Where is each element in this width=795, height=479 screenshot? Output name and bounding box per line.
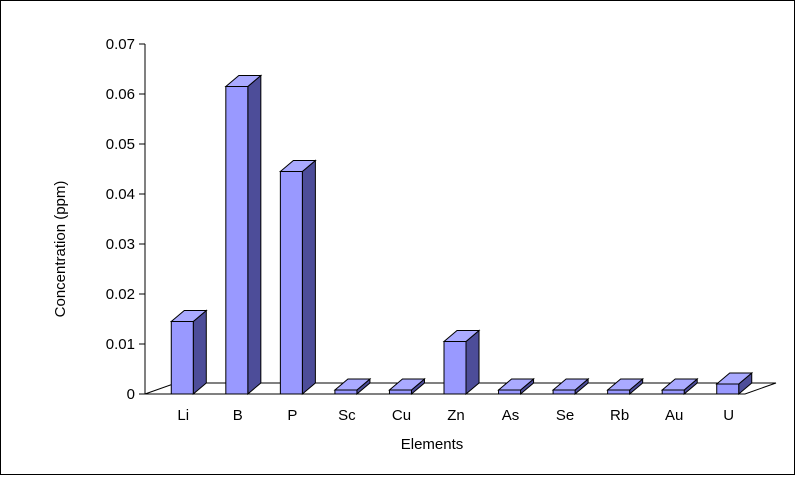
bar-front (225, 86, 249, 395)
y-tick-label: 0.03 (106, 236, 135, 253)
y-tick-label: 0 (127, 386, 135, 403)
bar-front (170, 321, 194, 395)
y-tick-label: 0.06 (106, 86, 135, 103)
x-tick-label: Au (665, 407, 683, 424)
x-tick-label: Sc (338, 407, 356, 424)
bar-u (715, 371, 754, 396)
x-tick-label: U (723, 407, 734, 424)
x-tick-label: Rb (610, 407, 629, 424)
bar-front (443, 341, 467, 395)
bar-side (301, 159, 316, 396)
x-tick-label: Li (177, 407, 189, 424)
bar-front (279, 171, 303, 395)
x-tick-label: B (233, 407, 243, 424)
bar-front (716, 383, 740, 395)
x-tick-label: Zn (447, 407, 465, 424)
bar-au (660, 377, 699, 396)
y-tick-label: 0.02 (106, 286, 135, 303)
y-tick-label: 0.07 (106, 36, 135, 53)
bar-front (388, 389, 412, 395)
bar-li (169, 309, 208, 396)
x-tick-labels: Li B P Sc Cu Zn As Se Rb Au U (177, 407, 734, 424)
y-tick-label: 0.04 (106, 186, 135, 203)
x-tick-label: Cu (392, 407, 411, 424)
x-tick-label: Se (556, 407, 574, 424)
bar-zn (442, 329, 481, 396)
bar-front (661, 389, 685, 395)
y-tick-label: 0.01 (106, 336, 135, 353)
bar-sc (333, 377, 372, 396)
x-axis-label: Elements (401, 436, 464, 453)
chart-bars (169, 74, 754, 396)
x-tick-label: As (502, 407, 520, 424)
bar-se (551, 377, 590, 396)
bar-front (552, 389, 576, 395)
bar-cu (388, 377, 426, 396)
y-axis-label: Concentration (ppm) (52, 181, 69, 318)
bar-side (247, 74, 262, 396)
x-tick-label: P (287, 407, 297, 424)
bar-rb (606, 377, 645, 396)
bar-b (224, 74, 263, 396)
y-tick-labels: 0 0.01 0.02 0.03 0.04 0.05 0.06 0.07 (106, 36, 135, 403)
bar-front (498, 389, 522, 395)
bar-front (607, 389, 631, 395)
bar-side (192, 309, 207, 396)
bar-front (334, 389, 358, 395)
bar-as (497, 377, 535, 396)
bar-p (278, 159, 317, 396)
y-tick-label: 0.05 (106, 136, 135, 153)
